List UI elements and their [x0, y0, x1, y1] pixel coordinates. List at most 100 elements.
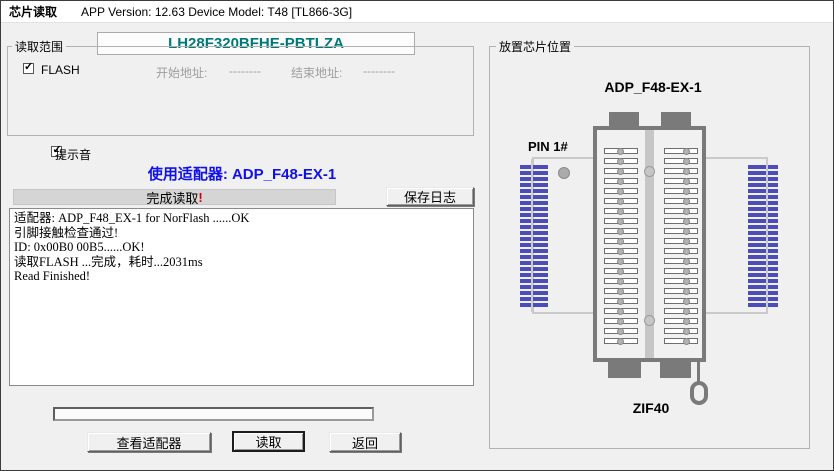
socket-pin-row [604, 238, 638, 245]
read-button[interactable]: 读取 [232, 431, 305, 452]
socket-pin-row [604, 328, 638, 335]
beep-checkbox-label[interactable]: 提示音 [55, 148, 92, 162]
pin-contact-dot [682, 248, 690, 255]
adapter-in-use-text: 使用适配器: ADP_F48-EX-1 [147, 166, 337, 183]
end-address-label: 结束地址: [291, 66, 343, 80]
pin-contact-dot [682, 278, 690, 285]
flash-checkbox[interactable]: ✓ [23, 61, 34, 74]
socket-pin-row [664, 328, 698, 335]
socket-pin-row [664, 278, 698, 285]
read-progress-bar [53, 407, 374, 421]
pin-contact-dot [682, 268, 690, 275]
socket-pin-row [604, 308, 638, 315]
socket-center-spine [645, 130, 654, 358]
socket-pin-row [604, 148, 638, 155]
socket-pin-row [604, 268, 638, 275]
log-line: Read Finished! [14, 269, 91, 283]
socket-pin-row [664, 258, 698, 265]
log-line: 引脚接触检查通过! [14, 225, 119, 240]
socket-pin-row [664, 238, 698, 245]
pin-contact-dot [682, 148, 690, 155]
socket-pin-row [664, 178, 698, 185]
socket-pin-row [604, 208, 638, 215]
socket-bottom-tab [660, 362, 691, 378]
pin-contact-dot [682, 238, 690, 245]
status-text: 完成读取 [146, 190, 199, 206]
socket-pin-row [664, 188, 698, 195]
status-progress-bar: 完成读取! [13, 189, 336, 206]
pin-contact-dot [617, 258, 625, 265]
socket-top-tab [661, 112, 691, 127]
flash-checkbox-label[interactable]: FLASH [41, 63, 80, 77]
pin-contact-dot [682, 298, 690, 305]
pin-contact-dot [682, 198, 690, 205]
right-pin-comb [748, 165, 778, 307]
adapter-title: ADP_F48-EX-1 [604, 79, 702, 95]
pin-contact-dot [682, 178, 690, 185]
socket-pin-row [604, 228, 638, 235]
socket-pin-row [604, 338, 638, 345]
pin-contact-dot [617, 238, 625, 245]
save-log-button[interactable]: 保存日志 [386, 187, 474, 206]
socket-pin-row [604, 258, 638, 265]
socket-pin-row [604, 278, 638, 285]
title-bar: 芯片读取 APP Version: 12.63 Device Model: T4… [1, 1, 833, 23]
socket-pin-row [664, 308, 698, 315]
socket-pin-row [664, 318, 698, 325]
pin-contact-dot [682, 158, 690, 165]
pin-contact-dot [617, 208, 625, 215]
pin-contact-dot [682, 288, 690, 295]
start-address-label: 开始地址: [156, 66, 208, 80]
pin-contact-dot [617, 228, 625, 235]
socket-pin-row [604, 198, 638, 205]
pin-contact-dot [682, 328, 690, 335]
socket-pin-row [604, 188, 638, 195]
checkmark-icon: ✓ [24, 61, 34, 73]
socket-pin-row [664, 158, 698, 165]
socket-pin-row [664, 208, 698, 215]
socket-lever [697, 358, 700, 385]
pcb-edge-line [531, 159, 533, 312]
placement-group [489, 46, 810, 449]
socket-top-tab [609, 112, 639, 127]
pin-contact-dot [617, 278, 625, 285]
socket-pin-row [664, 268, 698, 275]
pin-contact-dot [682, 228, 690, 235]
pin-contact-dot [617, 188, 625, 195]
socket-bottom-tab [608, 362, 641, 378]
pin-contact-dot [682, 208, 690, 215]
app-version-info: APP Version: 12.63 Device Model: T48 [TL… [81, 4, 353, 19]
pin-contact-dot [617, 178, 625, 185]
socket-screw-hole [644, 315, 655, 326]
socket-pin-row [664, 228, 698, 235]
pin-contact-dot [617, 288, 625, 295]
log-line: 读取FLASH ...完成，耗时...2031ms [14, 254, 203, 269]
log-output-area[interactable]: 适配器: ADP_F48_EX-1 for NorFlash ......OK … [9, 208, 474, 386]
socket-pin-row [604, 158, 638, 165]
pin-contact-dot [617, 328, 625, 335]
chip-name: LH28F320BFHE-PBTLZA [168, 35, 344, 52]
socket-pin-row [604, 218, 638, 225]
beep-checkbox[interactable]: ✓ [51, 144, 63, 157]
socket-lever-handle [690, 381, 708, 405]
start-address-value: -------- [229, 64, 261, 78]
pin-contact-dot [682, 188, 690, 195]
socket-type-label: ZIF40 [632, 400, 670, 416]
view-adapter-button[interactable]: 查看适配器 [87, 432, 211, 452]
socket-pin-row [604, 248, 638, 255]
socket-pin-row [664, 248, 698, 255]
socket-pin-row [604, 168, 638, 175]
socket-pin-row [604, 288, 638, 295]
pin-contact-dot [617, 268, 625, 275]
socket-pin-row [664, 168, 698, 175]
chip-name-panel: LH28F320BFHE-PBTLZA [97, 32, 415, 55]
pin-contact-dot [617, 338, 625, 345]
pin-contact-dot [682, 308, 690, 315]
socket-pin-row [664, 338, 698, 345]
status-exclamation: ! [198, 189, 203, 205]
pin-contact-dot [617, 198, 625, 205]
socket-pin-row [664, 148, 698, 155]
back-button[interactable]: 返回 [329, 432, 401, 452]
socket-pin-row [664, 288, 698, 295]
